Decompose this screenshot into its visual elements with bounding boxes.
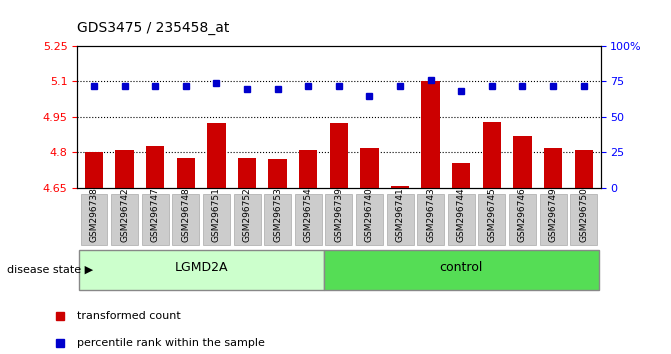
Text: GSM296742: GSM296742 [120, 187, 129, 242]
FancyBboxPatch shape [386, 194, 413, 245]
Bar [513, 136, 531, 188]
Bar [329, 123, 348, 188]
Bar [299, 150, 317, 188]
Text: GSM296753: GSM296753 [273, 187, 282, 242]
FancyBboxPatch shape [142, 194, 168, 245]
Bar [482, 121, 501, 188]
Bar [391, 187, 409, 188]
Bar [268, 159, 287, 188]
FancyBboxPatch shape [325, 194, 352, 245]
FancyBboxPatch shape [478, 194, 505, 245]
Text: GSM296750: GSM296750 [579, 187, 588, 242]
FancyBboxPatch shape [323, 250, 599, 290]
Text: GSM296741: GSM296741 [396, 187, 405, 242]
Bar [115, 150, 134, 188]
FancyBboxPatch shape [509, 194, 536, 245]
Bar [85, 152, 103, 188]
FancyBboxPatch shape [295, 194, 321, 245]
Text: GSM296754: GSM296754 [304, 187, 313, 242]
Text: GSM296743: GSM296743 [426, 187, 435, 242]
FancyBboxPatch shape [172, 194, 199, 245]
Text: GDS3475 / 235458_at: GDS3475 / 235458_at [77, 21, 229, 35]
FancyBboxPatch shape [264, 194, 291, 245]
Bar [452, 163, 470, 188]
Text: transformed count: transformed count [77, 311, 180, 321]
Bar [574, 150, 593, 188]
FancyBboxPatch shape [234, 194, 260, 245]
Text: GSM296740: GSM296740 [365, 187, 374, 242]
FancyBboxPatch shape [356, 194, 383, 245]
Text: GSM296739: GSM296739 [334, 187, 344, 242]
Text: GSM296738: GSM296738 [89, 187, 99, 242]
Bar [238, 158, 256, 188]
FancyBboxPatch shape [448, 194, 475, 245]
Bar [207, 123, 225, 188]
Bar [544, 148, 562, 188]
Bar [421, 81, 440, 188]
Text: GSM296752: GSM296752 [242, 187, 252, 242]
Bar [360, 148, 378, 188]
FancyBboxPatch shape [539, 194, 566, 245]
Text: disease state ▶: disease state ▶ [7, 265, 93, 275]
FancyBboxPatch shape [111, 194, 138, 245]
Text: GSM296745: GSM296745 [487, 187, 497, 242]
Text: GSM296744: GSM296744 [457, 187, 466, 242]
FancyBboxPatch shape [79, 250, 323, 290]
FancyBboxPatch shape [203, 194, 230, 245]
FancyBboxPatch shape [81, 194, 107, 245]
Text: GSM296746: GSM296746 [518, 187, 527, 242]
Text: GSM296747: GSM296747 [151, 187, 160, 242]
Bar [176, 158, 195, 188]
Text: control: control [440, 261, 483, 274]
Text: GSM296749: GSM296749 [549, 187, 558, 242]
Text: GSM296748: GSM296748 [181, 187, 191, 242]
Text: GSM296751: GSM296751 [212, 187, 221, 242]
FancyBboxPatch shape [417, 194, 444, 245]
Text: LGMD2A: LGMD2A [174, 261, 228, 274]
Bar [146, 146, 164, 188]
FancyBboxPatch shape [570, 194, 597, 245]
Text: percentile rank within the sample: percentile rank within the sample [77, 338, 265, 348]
